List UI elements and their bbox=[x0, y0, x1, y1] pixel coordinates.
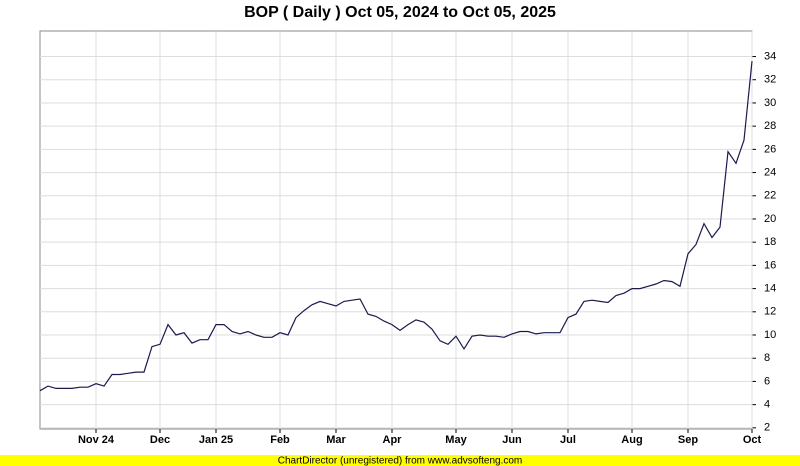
y-tick-label: 34 bbox=[764, 50, 776, 62]
y-tick-label: 22 bbox=[764, 190, 776, 202]
y-tick-label: 14 bbox=[764, 283, 776, 295]
x-tick-label: Oct bbox=[743, 434, 762, 446]
y-tick-label: 4 bbox=[764, 399, 770, 411]
y-tick-label: 6 bbox=[764, 375, 770, 387]
chart-title: BOP ( Daily ) Oct 05, 2024 to Oct 05, 20… bbox=[244, 4, 556, 21]
y-tick-label: 24 bbox=[764, 166, 776, 178]
x-tick-label: Jun bbox=[502, 434, 522, 446]
x-tick-label: Apr bbox=[383, 434, 403, 446]
y-tick-label: 12 bbox=[764, 306, 776, 318]
y-tick-label: 8 bbox=[764, 352, 770, 364]
y-tick-label: 20 bbox=[764, 213, 776, 225]
y-tick-label: 32 bbox=[764, 74, 776, 86]
x-tick-label: Sep bbox=[678, 434, 698, 446]
x-tick-label: Jan 25 bbox=[199, 434, 233, 446]
y-tick-label: 2 bbox=[764, 422, 770, 434]
x-tick-label: Aug bbox=[621, 434, 642, 446]
y-tick-label: 26 bbox=[764, 143, 776, 155]
footer-bar bbox=[0, 455, 800, 466]
x-tick-label: Nov 24 bbox=[78, 434, 115, 446]
x-tick-label: May bbox=[445, 434, 467, 446]
x-tick-label: Feb bbox=[270, 434, 290, 446]
x-tick-label: Mar bbox=[326, 434, 346, 446]
y-tick-label: 16 bbox=[764, 259, 776, 271]
x-tick-label: Jul bbox=[560, 434, 576, 446]
footer-text: ChartDirector (unregistered) from www.ad… bbox=[278, 456, 523, 466]
y-tick-label: 30 bbox=[764, 97, 776, 109]
y-tick-label: 18 bbox=[764, 236, 776, 248]
price-line bbox=[39, 61, 753, 392]
y-tick-label: 10 bbox=[764, 329, 776, 341]
y-tick-label: 28 bbox=[764, 120, 776, 132]
plot-area bbox=[39, 30, 753, 430]
x-tick-label: Dec bbox=[150, 434, 170, 446]
